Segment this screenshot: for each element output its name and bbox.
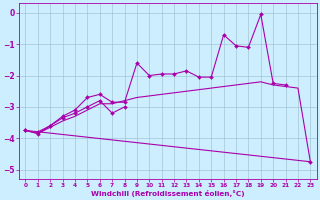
X-axis label: Windchill (Refroidissement éolien,°C): Windchill (Refroidissement éolien,°C) xyxy=(91,190,245,197)
